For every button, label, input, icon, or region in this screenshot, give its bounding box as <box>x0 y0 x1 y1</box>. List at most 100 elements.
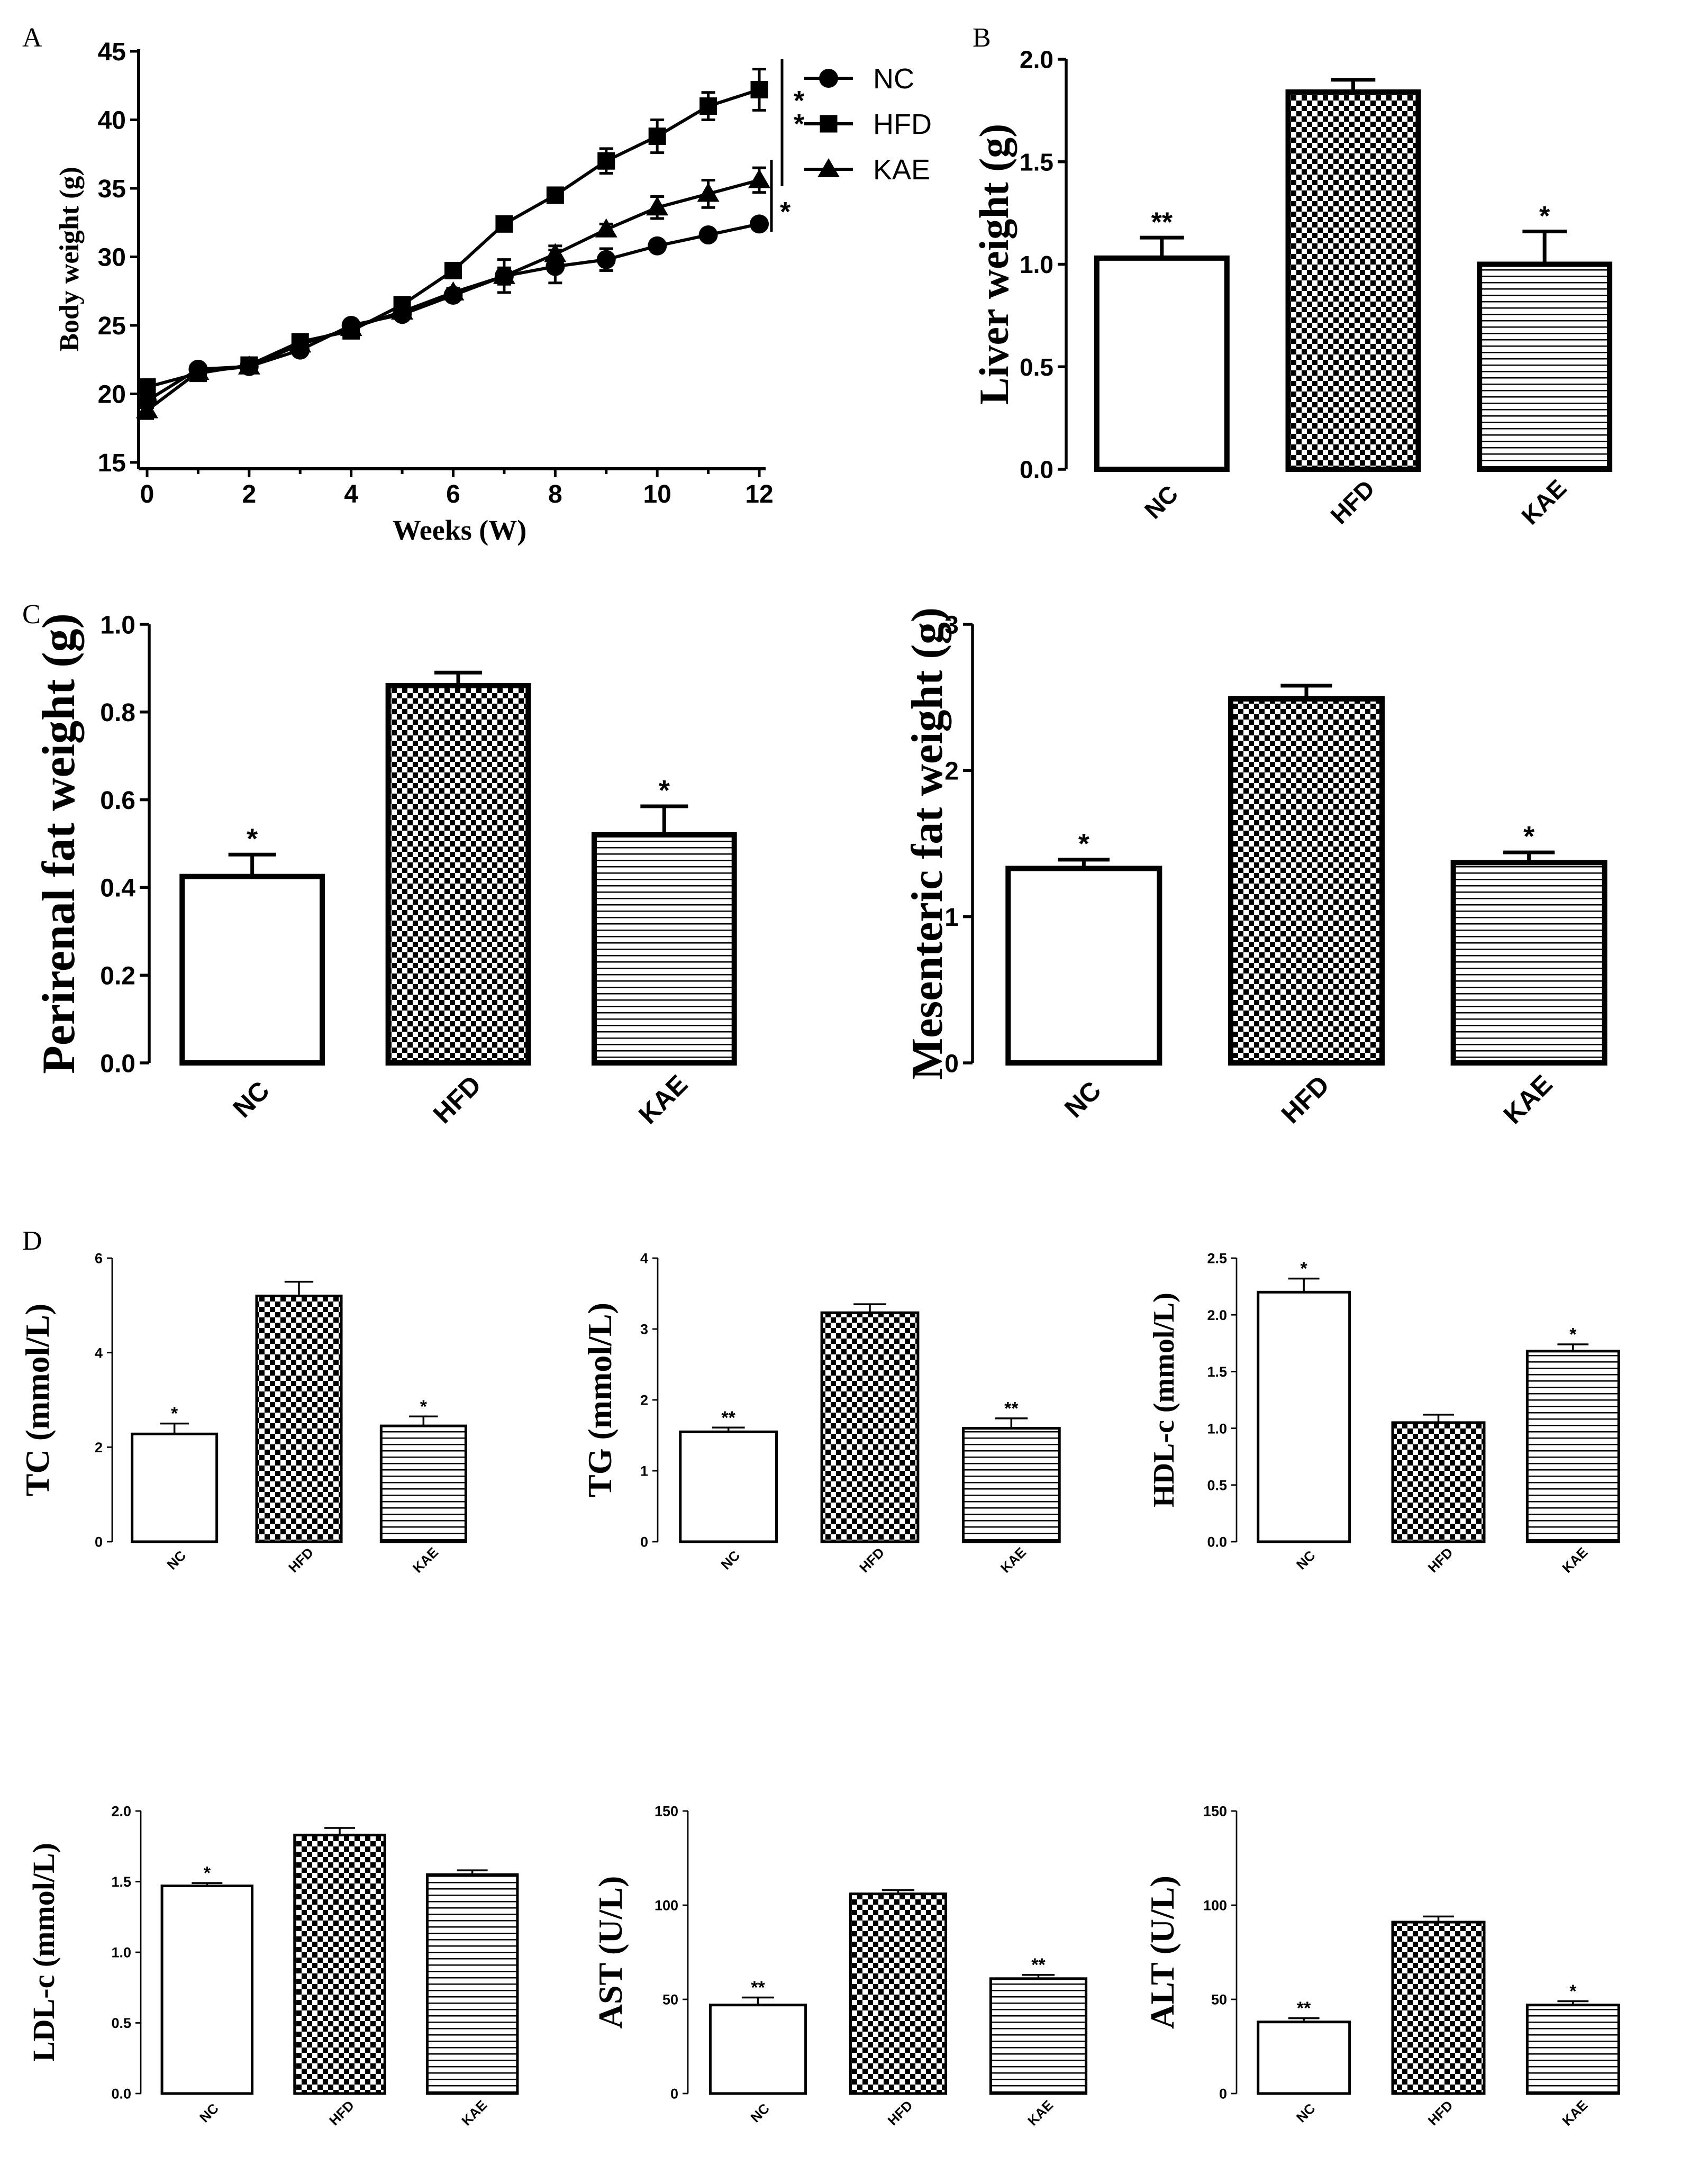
c2-category-label-hfd: HFD <box>1276 1070 1335 1129</box>
d5-bar-hfd <box>849 1892 948 2095</box>
d6-significance-nc: ** <box>1297 1998 1311 2018</box>
panel-a-body-weight-chart: 15 20 25 30 35 40 45 0 2 4 6 8 10 12 Weeks (W) Body wei… <box>54 38 932 546</box>
d6-y-tick-label: 150 <box>1203 1804 1227 1819</box>
a-y-tick-label: 45 <box>98 38 126 66</box>
c2-bar-kae <box>1450 860 1607 1066</box>
a-y-tick-label: 25 <box>98 312 126 340</box>
d2-category-label-hfd: HFD <box>856 1544 887 1576</box>
a-y-tick-label: 40 <box>98 107 126 135</box>
d5-y-tick-label: 100 <box>655 1898 678 1914</box>
c1-bar-kae <box>591 832 737 1066</box>
d3-significance-nc: * <box>1301 1259 1308 1279</box>
d6-category-label-kae: KAE <box>1559 2097 1591 2129</box>
d2-y-tick-label: 1 <box>640 1463 648 1479</box>
a-point-kae <box>442 281 465 301</box>
a-significance-star: * <box>794 109 805 140</box>
d6-bar-kae <box>1525 2004 1620 2095</box>
d1-significance-nc: * <box>171 1404 178 1424</box>
c2-significance-nc: * <box>1078 828 1089 860</box>
d2-bar-nc <box>679 1430 778 1543</box>
d3-bar-hfd <box>1391 1421 1486 1543</box>
c1-significance-nc: * <box>247 823 258 854</box>
d4-category-label-hfd: HFD <box>326 2097 357 2128</box>
a-point-kae <box>187 361 210 380</box>
d4-y-tick-label: 1.0 <box>111 1945 131 1961</box>
d3-significance-kae: * <box>1569 1324 1577 1344</box>
panel-letter-c: C <box>22 599 41 630</box>
a-significance-star: * <box>794 86 805 116</box>
d5-category-label-nc: NC <box>747 2100 773 2126</box>
d3-y-tick-label: 1.5 <box>1207 1364 1227 1380</box>
c1-bar-hfd <box>385 683 531 1066</box>
panel-d-tc-chart: 0 2 4 6 TC (mmol/L) * NC HFD * KAE <box>19 1251 467 1576</box>
a-point-kae <box>340 317 362 336</box>
a-series-nc <box>138 214 769 411</box>
d3-y-tick-label: 2.0 <box>1207 1307 1227 1323</box>
b-y-tick-label: 1.0 <box>1020 251 1053 278</box>
d4-y-tick-label: 0.0 <box>111 2086 131 2102</box>
d4-bar-hfd <box>293 1833 386 2095</box>
d2-bar-kae <box>961 1427 1061 1543</box>
d5-bar-nc <box>708 2004 807 2095</box>
a-point-hfd <box>546 186 564 204</box>
d5-y-tick-label: 0 <box>670 2086 678 2102</box>
a-series-hfd <box>138 68 768 396</box>
a-point-hfd <box>495 215 513 233</box>
a-point-hfd <box>138 378 156 396</box>
c2-y-tick-label: 2 <box>944 758 959 786</box>
a-y-tick-label: 30 <box>98 244 126 272</box>
d5-y-tick-label: 50 <box>662 1992 678 2008</box>
a-y-tick-label: 35 <box>98 175 126 203</box>
c1-category-label-kae: KAE <box>633 1069 693 1130</box>
a-x-tick-label: 0 <box>140 480 155 508</box>
d3-y-tick-label: 1.0 <box>1207 1421 1227 1436</box>
a-x-tick-label: 6 <box>446 480 460 508</box>
d1-y-tick-label: 0 <box>95 1534 103 1550</box>
panel-d-tg-chart: 0 1 2 3 4 TG (mmol/L) ** NC HFD ** KAE <box>581 1251 1061 1576</box>
b-category-label-nc: NC <box>1139 480 1184 524</box>
c1-y-axis-label: Perirenal fat weight (g) <box>33 613 85 1074</box>
d5-y-tick-label: 150 <box>655 1804 678 1819</box>
d1-bar-hfd <box>255 1294 343 1543</box>
a-point-hfd <box>750 81 768 99</box>
a-legend-label-hfd: HFD <box>873 108 932 140</box>
c1-bar-nc <box>179 873 325 1066</box>
d1-bar-kae <box>379 1424 467 1543</box>
d5-significance-nc: ** <box>751 1978 765 1998</box>
b-category-label-kae: KAE <box>1516 474 1571 530</box>
a-point-hfd <box>699 97 717 115</box>
d1-category-label-kae: KAE <box>410 1544 441 1576</box>
d2-category-label-kae: KAE <box>997 1544 1029 1576</box>
b-category-label-hfd: HFD <box>1325 475 1380 530</box>
a-point-kae <box>493 265 515 284</box>
a-x-tick-label: 2 <box>242 480 256 508</box>
a-x-tick-label: 4 <box>344 480 358 508</box>
panel-d-hdl-chart: 0.0 0.5 1.0 1.5 2.0 2.5 HDL-c (mmol/L) * NC HFD * K… <box>1148 1251 1620 1576</box>
d2-significance-kae: ** <box>1004 1398 1019 1418</box>
c2-y-tick-label: 1 <box>944 904 959 932</box>
c1-significance-kae: * <box>659 775 670 806</box>
a-legend-marker-kae <box>817 158 840 177</box>
b-y-tick-label: 1.5 <box>1020 148 1053 176</box>
a-point-kae <box>289 333 312 353</box>
c1-y-tick-label: 0.4 <box>100 875 135 903</box>
d2-y-axis-label: TG (mmol/L) <box>581 1303 619 1497</box>
d3-bar-nc <box>1257 1290 1351 1543</box>
a-point-nc <box>648 236 667 256</box>
a-x-axis-label: Weeks (W) <box>393 514 526 546</box>
c1-y-tick-label: 1.0 <box>100 611 135 639</box>
a-legend-label-kae: KAE <box>873 154 930 186</box>
d6-significance-kae: * <box>1569 1981 1577 2001</box>
c2-bar-hfd <box>1228 696 1385 1066</box>
a-legend-marker-nc <box>819 69 838 88</box>
d6-y-axis-label: ALT (U/L) <box>1143 1876 1181 2029</box>
d1-category-label-hfd: HFD <box>285 1544 316 1576</box>
d1-y-tick-label: 2 <box>95 1440 103 1455</box>
d4-y-tick-label: 1.5 <box>111 1874 131 1890</box>
d3-y-tick-label: 2.5 <box>1207 1251 1227 1267</box>
panel-d-ldl-chart: 0.0 0.5 1.0 1.5 2.0 LDL-c (mmol/L) * NC HFD KAE <box>26 1804 519 2129</box>
d4-y-tick-label: 0.5 <box>111 2015 131 2031</box>
d1-category-label-nc: NC <box>163 1548 189 1573</box>
